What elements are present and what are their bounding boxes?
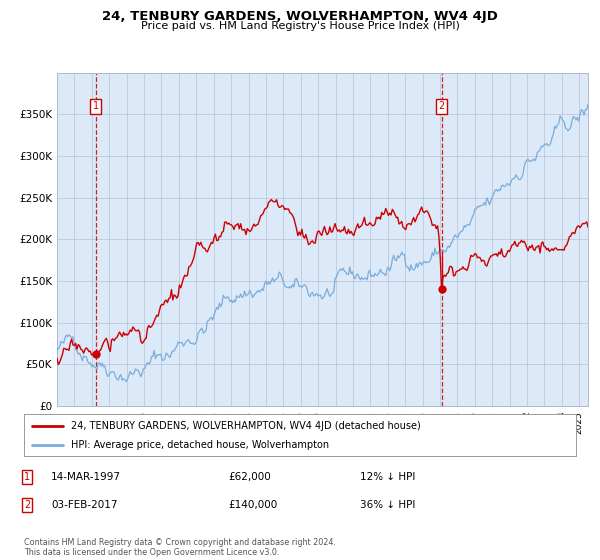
- Text: £62,000: £62,000: [228, 472, 271, 482]
- Text: Contains HM Land Registry data © Crown copyright and database right 2024.
This d: Contains HM Land Registry data © Crown c…: [24, 538, 336, 557]
- Text: HPI: Average price, detached house, Wolverhampton: HPI: Average price, detached house, Wolv…: [71, 440, 329, 450]
- Text: 1: 1: [92, 101, 98, 111]
- Text: 2: 2: [24, 500, 30, 510]
- Text: 14-MAR-1997: 14-MAR-1997: [51, 472, 121, 482]
- Text: 1: 1: [24, 472, 30, 482]
- Text: 2: 2: [439, 101, 445, 111]
- Text: 24, TENBURY GARDENS, WOLVERHAMPTON, WV4 4JD (detached house): 24, TENBURY GARDENS, WOLVERHAMPTON, WV4 …: [71, 421, 421, 431]
- Text: 03-FEB-2017: 03-FEB-2017: [51, 500, 118, 510]
- Text: 12% ↓ HPI: 12% ↓ HPI: [360, 472, 415, 482]
- Text: 36% ↓ HPI: 36% ↓ HPI: [360, 500, 415, 510]
- Text: 24, TENBURY GARDENS, WOLVERHAMPTON, WV4 4JD: 24, TENBURY GARDENS, WOLVERHAMPTON, WV4 …: [102, 10, 498, 22]
- Text: £140,000: £140,000: [228, 500, 277, 510]
- Text: Price paid vs. HM Land Registry's House Price Index (HPI): Price paid vs. HM Land Registry's House …: [140, 21, 460, 31]
